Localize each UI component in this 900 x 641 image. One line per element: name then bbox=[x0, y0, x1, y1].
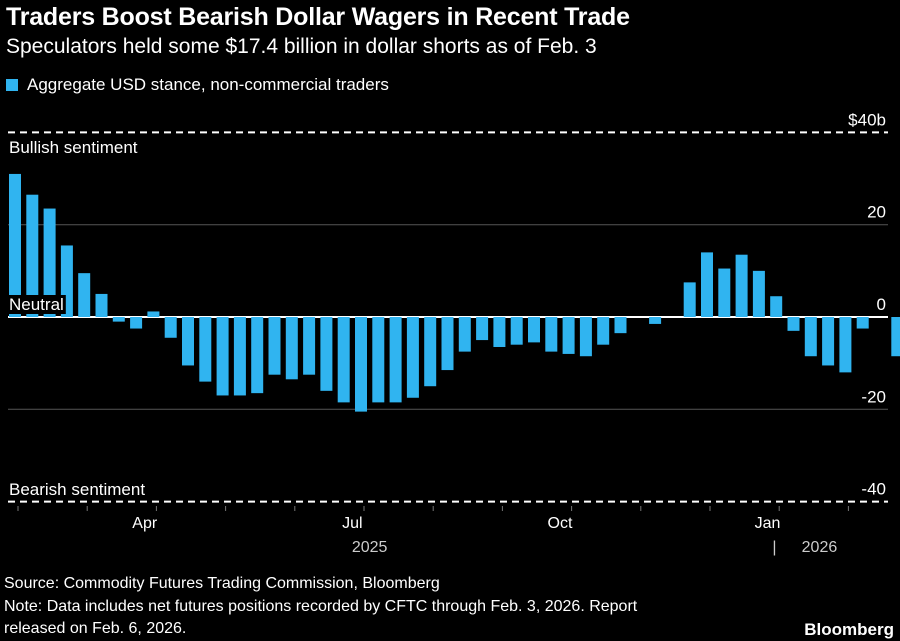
bar bbox=[26, 194, 39, 317]
bar bbox=[251, 317, 264, 394]
reference-label: Neutral bbox=[9, 295, 64, 314]
bar bbox=[406, 317, 419, 398]
bar bbox=[891, 317, 900, 357]
bar bbox=[528, 317, 540, 343]
bar bbox=[389, 317, 402, 403]
source-note: Source: Commodity Futures Trading Commis… bbox=[4, 575, 440, 592]
bar bbox=[510, 317, 523, 345]
y-tick-label: 20 bbox=[867, 203, 886, 222]
year-divider: | bbox=[772, 539, 776, 556]
bar bbox=[493, 317, 506, 347]
y-tick-label: -20 bbox=[861, 387, 886, 406]
reference-label-bg bbox=[7, 295, 66, 314]
bar bbox=[216, 317, 229, 396]
bar bbox=[839, 317, 852, 373]
chart-subtitle: Speculators held some $17.4 billion in d… bbox=[6, 35, 597, 58]
bar bbox=[770, 296, 783, 317]
legend-swatch bbox=[6, 79, 18, 91]
reference-label-bg bbox=[7, 480, 148, 499]
bar bbox=[337, 317, 350, 403]
bar bbox=[476, 317, 489, 341]
x-tick-label: Apr bbox=[132, 515, 158, 532]
x-tick-label: Jan bbox=[755, 515, 781, 532]
footnote-line-1: Note: Data includes net futures position… bbox=[4, 598, 638, 615]
bar bbox=[9, 173, 21, 317]
bar bbox=[597, 317, 610, 345]
reference-label: Bullish sentiment bbox=[9, 138, 138, 157]
x-tick-label: Oct bbox=[548, 515, 573, 532]
bar bbox=[562, 317, 575, 354]
bar bbox=[718, 268, 731, 317]
bar bbox=[822, 317, 835, 366]
footnote-line-2: released on Feb. 6, 2026. bbox=[4, 620, 187, 637]
legend: Aggregate USD stance, non-commercial tra… bbox=[6, 75, 389, 95]
bar bbox=[614, 317, 627, 334]
bar bbox=[268, 317, 281, 375]
bar bbox=[856, 317, 869, 329]
bar bbox=[112, 317, 125, 322]
bar bbox=[233, 317, 246, 396]
reference-label: Bearish sentiment bbox=[9, 480, 145, 499]
bar bbox=[579, 317, 592, 357]
bar bbox=[182, 317, 194, 366]
bar bbox=[458, 317, 471, 352]
bar bbox=[701, 252, 713, 317]
bar bbox=[95, 293, 108, 317]
bar bbox=[285, 317, 298, 380]
bar bbox=[199, 317, 212, 382]
y-tick-label: -40 bbox=[861, 480, 886, 499]
bar bbox=[441, 317, 454, 371]
bar bbox=[545, 317, 558, 352]
chart-title: Traders Boost Bearish Dollar Wagers in R… bbox=[6, 3, 630, 31]
bar bbox=[164, 317, 177, 338]
bar bbox=[303, 317, 316, 375]
bar bbox=[424, 317, 437, 387]
bar bbox=[43, 208, 56, 317]
bar bbox=[147, 311, 160, 317]
legend-label: Aggregate USD stance, non-commercial tra… bbox=[27, 75, 389, 94]
bar bbox=[355, 317, 367, 412]
bloomberg-logo: Bloomberg bbox=[804, 620, 894, 639]
x-tick-label: Jul bbox=[342, 515, 362, 532]
reference-label-bg bbox=[7, 138, 140, 157]
year-label: 2025 bbox=[352, 539, 388, 556]
bar bbox=[752, 270, 765, 317]
bar bbox=[78, 273, 91, 317]
bar bbox=[320, 317, 333, 391]
bar bbox=[804, 317, 817, 357]
bar bbox=[372, 317, 385, 403]
year-label: 2026 bbox=[802, 539, 838, 556]
y-tick-label: 0 bbox=[877, 295, 886, 314]
bar bbox=[787, 317, 800, 331]
bar bbox=[683, 282, 696, 317]
y-tick-label: $40b bbox=[848, 110, 886, 129]
bar bbox=[735, 254, 748, 317]
bar bbox=[649, 317, 662, 324]
bar bbox=[130, 317, 143, 329]
